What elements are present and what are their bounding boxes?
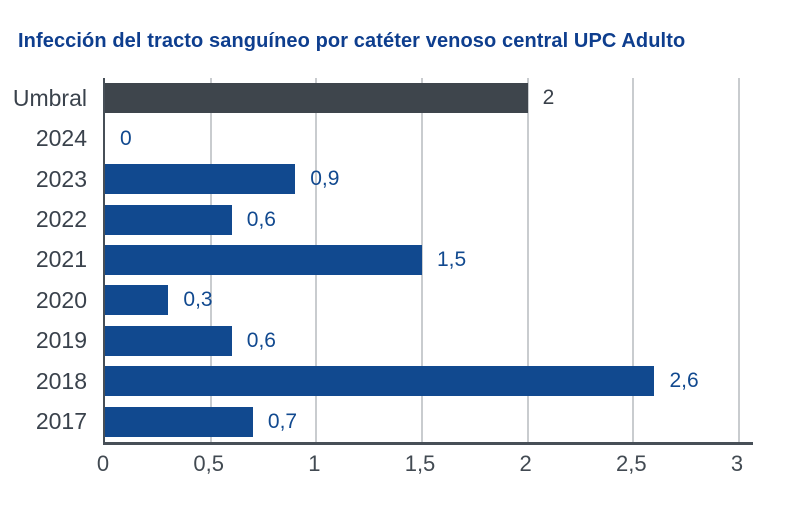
value-label: 1,5 xyxy=(437,247,467,271)
category-label: 2020 xyxy=(35,286,87,313)
plot-area: 2 0 0,9 0,6 1,5 0,3 0,6 2,6 0,7 xyxy=(103,78,753,445)
value-label: 0,7 xyxy=(267,409,298,433)
category-label: 2018 xyxy=(35,367,87,394)
bar xyxy=(105,406,253,437)
chart-title: Infección del tracto sanguíneo por catét… xyxy=(18,30,686,52)
bar-rows: 2 0 0,9 0,6 1,5 0,3 0,6 2,6 0,7 xyxy=(105,78,753,442)
value-label: 0,3 xyxy=(183,288,213,312)
value-label: 0,6 xyxy=(246,328,276,352)
bar-row: 0,7 xyxy=(105,402,753,442)
category-label: 2024 xyxy=(35,125,87,152)
value-label: 0,9 xyxy=(310,167,340,191)
bar xyxy=(105,204,232,235)
x-tick-label: 1,5 xyxy=(404,451,436,476)
bar xyxy=(105,366,655,397)
bar xyxy=(105,164,296,195)
x-tick-label: 3 xyxy=(730,451,744,476)
category-label: 2023 xyxy=(35,165,87,192)
y-axis-category-labels: Umbral 2024 2023 2022 2021 2020 2019 2018 2017 xyxy=(0,78,95,442)
x-tick-label: 0 xyxy=(96,451,110,476)
x-tick-label: 0,5 xyxy=(193,451,224,476)
bar-row: 1,5 xyxy=(105,240,753,280)
category-label: 2017 xyxy=(35,408,87,435)
x-tick-label: 2,5 xyxy=(616,451,647,476)
gridline xyxy=(526,78,529,442)
gridline xyxy=(738,78,740,442)
bar-row: 0,6 xyxy=(105,321,753,361)
bar-row: 0 xyxy=(105,118,753,158)
value-label: 2 xyxy=(542,86,555,110)
bar xyxy=(105,285,169,316)
x-tick-label: 2 xyxy=(519,451,532,476)
x-axis: 0 0,5 1 1,5 2 2,5 3 xyxy=(97,449,753,479)
category-label: 2019 xyxy=(35,327,87,354)
x-tick-label: 1 xyxy=(308,451,321,476)
gridline xyxy=(421,78,423,442)
bar-row: 0,9 xyxy=(105,159,753,199)
category-label: 2022 xyxy=(35,206,87,233)
gridline xyxy=(632,78,635,442)
bar-row: 2 xyxy=(105,78,753,118)
bar-row: 0,6 xyxy=(105,199,753,239)
bar-row: 0,3 xyxy=(105,280,753,320)
category-label: 2021 xyxy=(35,246,87,273)
bar-row: 2,6 xyxy=(105,361,753,401)
bar xyxy=(105,325,232,356)
value-label: 2,6 xyxy=(669,369,699,393)
value-label: 0 xyxy=(120,126,132,150)
bar xyxy=(105,244,422,275)
threshold-bar xyxy=(105,83,528,114)
category-label: Umbral xyxy=(12,84,87,111)
value-label: 0,6 xyxy=(246,207,276,231)
